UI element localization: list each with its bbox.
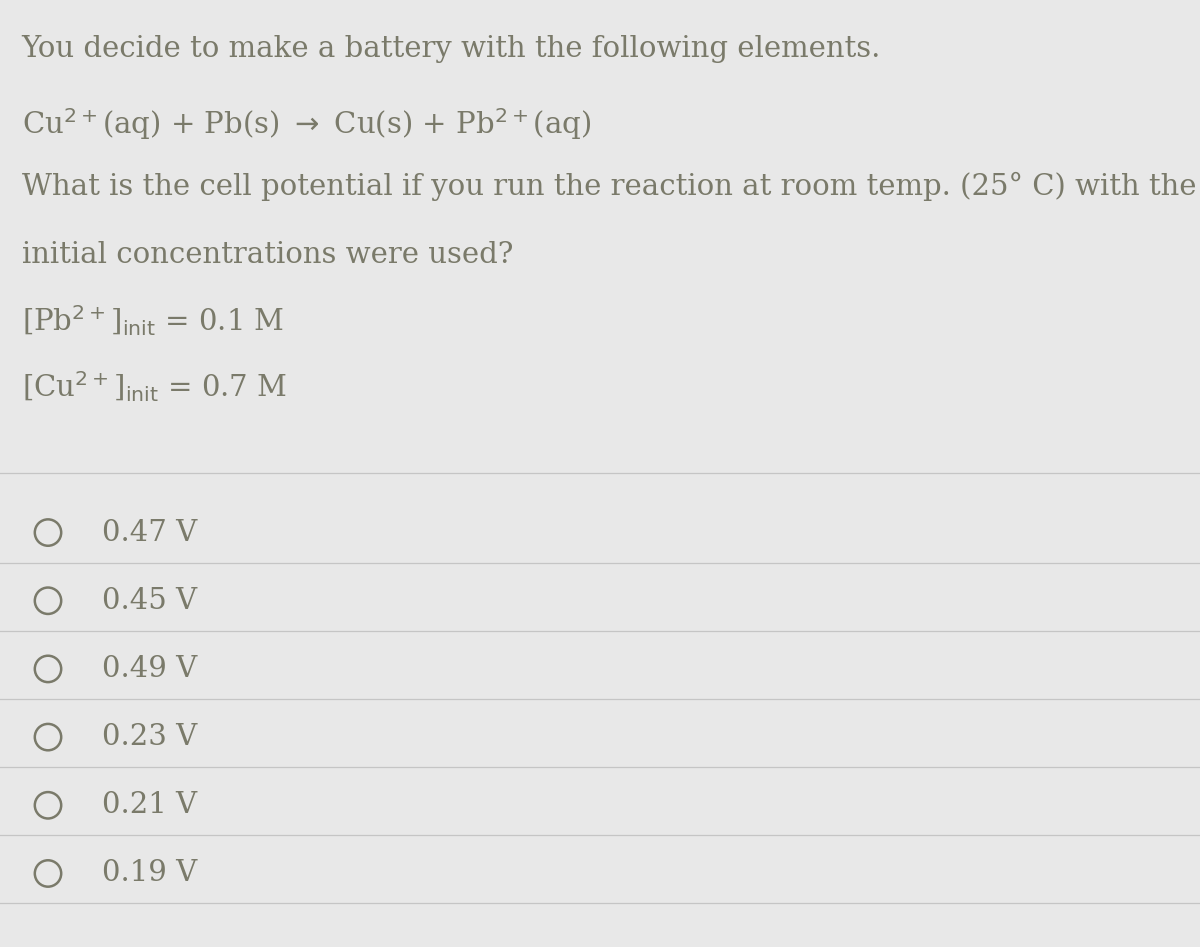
Ellipse shape bbox=[35, 860, 61, 886]
Text: 0.21 V: 0.21 V bbox=[102, 792, 197, 819]
Text: [Pb$^{2+}$]$_{\mathrm{init}}$ = 0.1 M: [Pb$^{2+}$]$_{\mathrm{init}}$ = 0.1 M bbox=[22, 303, 284, 337]
Ellipse shape bbox=[35, 519, 61, 545]
Ellipse shape bbox=[35, 655, 61, 682]
Text: 0.47 V: 0.47 V bbox=[102, 519, 197, 546]
Text: What is the cell potential if you run the reaction at room temp. (25° C) with th: What is the cell potential if you run th… bbox=[22, 172, 1200, 202]
Text: Cu$^{2+}$(aq) + Pb(s) $\rightarrow$ Cu(s) + Pb$^{2+}$(aq): Cu$^{2+}$(aq) + Pb(s) $\rightarrow$ Cu(s… bbox=[22, 106, 590, 142]
Text: [Cu$^{2+}$]$_{\mathrm{init}}$ = 0.7 M: [Cu$^{2+}$]$_{\mathrm{init}}$ = 0.7 M bbox=[22, 369, 287, 403]
Ellipse shape bbox=[35, 792, 61, 818]
Text: 0.23 V: 0.23 V bbox=[102, 724, 197, 751]
Text: 0.45 V: 0.45 V bbox=[102, 587, 197, 615]
Ellipse shape bbox=[35, 724, 61, 750]
Ellipse shape bbox=[35, 587, 61, 614]
Text: You decide to make a battery with the following elements.: You decide to make a battery with the fo… bbox=[22, 35, 881, 63]
Text: initial concentrations were used?: initial concentrations were used? bbox=[22, 241, 512, 269]
Text: 0.49 V: 0.49 V bbox=[102, 655, 197, 683]
Text: 0.19 V: 0.19 V bbox=[102, 860, 197, 887]
